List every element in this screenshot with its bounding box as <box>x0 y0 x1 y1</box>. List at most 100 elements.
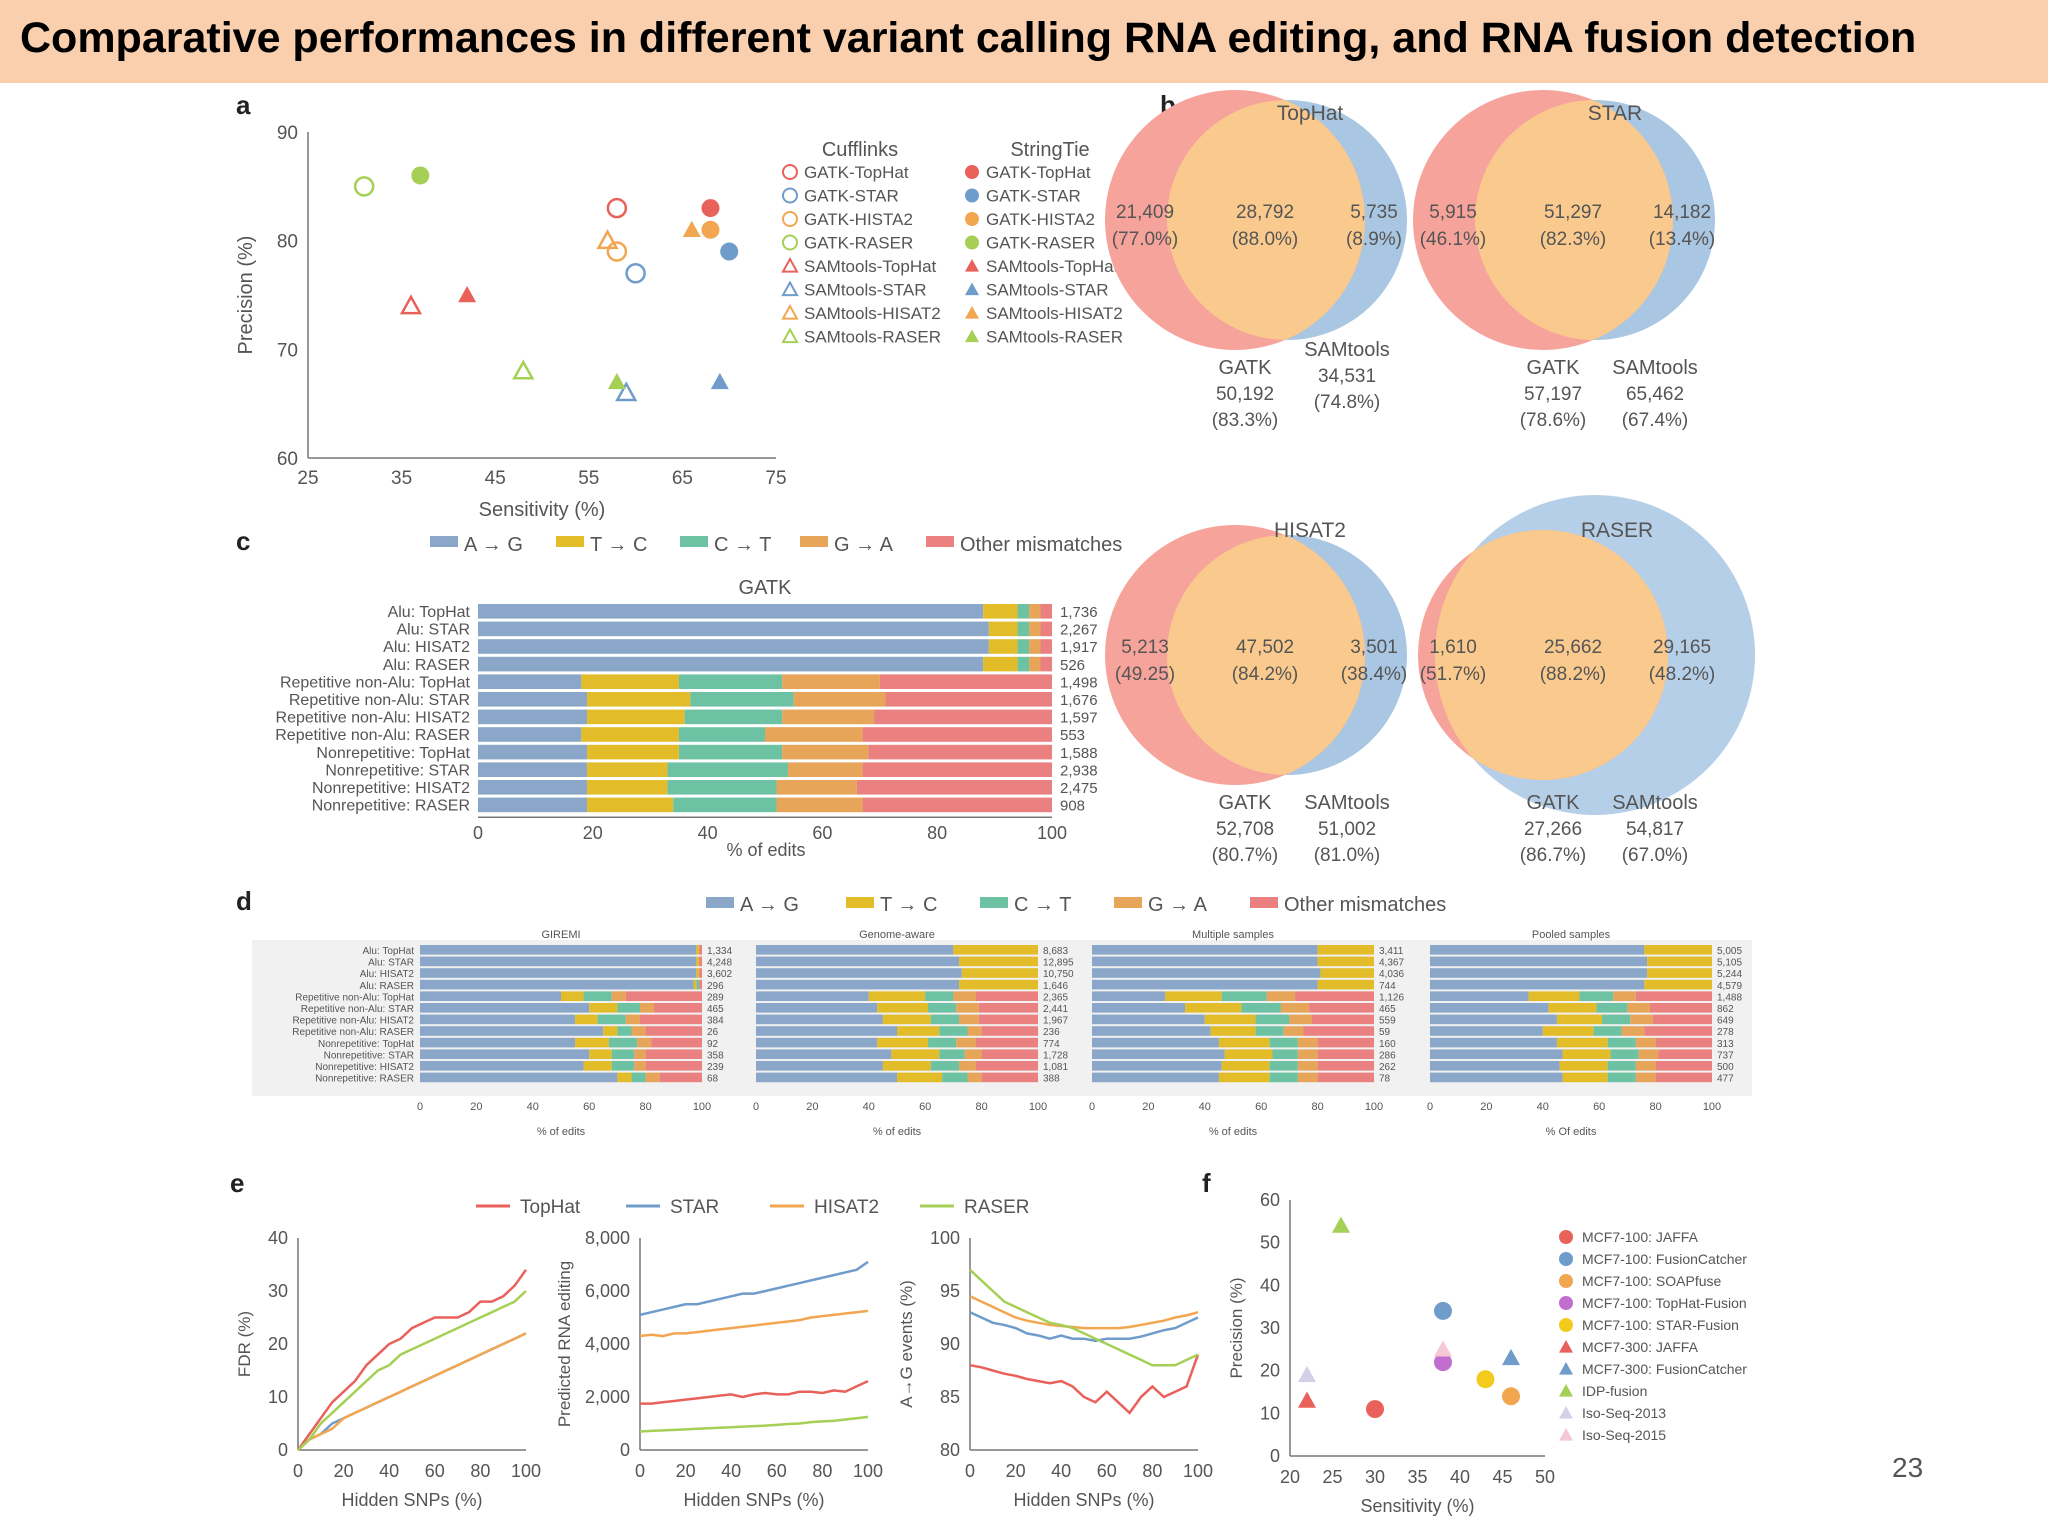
c-total-label: 2,938 <box>1060 762 1098 779</box>
d-bar-segment <box>583 991 612 1001</box>
f-x-tick-label: 30 <box>1365 1467 1385 1487</box>
venn-diagram: TopHat 21,409 (77.0%) 28,792 (88.0%) 5,735 (8.… <box>1105 90 1407 431</box>
c-legend-swatch <box>926 536 954 547</box>
f-point <box>1434 1353 1452 1372</box>
c-bar-segment <box>879 674 1052 689</box>
a-point <box>625 263 646 284</box>
d-bar-segment <box>1092 956 1318 967</box>
c-total-label: 2,475 <box>1060 780 1098 797</box>
f-legend-marker <box>1559 1362 1573 1375</box>
d-category-label: Nonrepetitive: STAR <box>324 1050 414 1061</box>
d-bar-segment <box>631 1072 646 1083</box>
d-bar-segment <box>420 979 694 990</box>
d-total-label: 4,579 <box>1717 981 1742 992</box>
venn-gatk-total-pct: (78.6%) <box>1520 410 1587 431</box>
c-total-label: 553 <box>1060 727 1085 744</box>
d-legend-swatch <box>706 897 734 908</box>
c-bar-segment <box>862 797 1052 813</box>
d-bar-segment <box>925 991 954 1001</box>
e-y-tick-label: 20 <box>268 1334 288 1354</box>
c-bar-segment <box>885 692 1052 707</box>
d-bar-segment <box>696 956 700 967</box>
venn-overlap-region <box>1435 530 1668 780</box>
d-bar-segment <box>1430 1037 1557 1048</box>
d-x-tick-label: 80 <box>639 1101 651 1113</box>
d-bar-segment <box>1559 1061 1608 1071</box>
d-bar-segment <box>583 1061 612 1071</box>
d-bar-segment <box>1092 1014 1205 1025</box>
c-bar-segment <box>678 674 783 689</box>
d-bar-segment <box>756 1026 897 1036</box>
d-bar-segment <box>631 1026 646 1036</box>
d-total-label: 12,895 <box>1043 958 1074 969</box>
d-x-tick-label: 60 <box>583 1101 595 1113</box>
d-bar-segment <box>953 945 1038 955</box>
d-bar-segment <box>975 1037 1038 1048</box>
c-bar-segment <box>587 709 685 725</box>
d-total-label: 388 <box>1043 1074 1060 1085</box>
a-legend-label: GATK-STAR <box>986 187 1081 206</box>
f-legend-marker <box>1559 1384 1573 1397</box>
e-x-tick-label: 100 <box>853 1461 883 1481</box>
e-y-tick-label: 0 <box>620 1440 630 1460</box>
d-bar-segment <box>1311 1014 1374 1025</box>
a-point <box>353 176 375 197</box>
venn-gatk-total: 52,708 <box>1216 819 1274 840</box>
c-bar-segment <box>478 762 588 777</box>
d-bar-segment <box>1317 945 1374 955</box>
venn-samtools-only-pct: (8.9%) <box>1346 229 1402 250</box>
e-x-tick-label: 0 <box>293 1461 303 1481</box>
d-total-label: 78 <box>1379 1074 1391 1085</box>
c-bar-segment <box>1029 656 1041 672</box>
d-total-label: 289 <box>707 992 724 1003</box>
c-category-label: Nonrepetitive: RASER <box>312 798 470 815</box>
d-total-label: 4,367 <box>1379 958 1404 969</box>
c-bar-segment <box>787 762 863 777</box>
f-legend-marker <box>1559 1340 1573 1353</box>
a-y-tick-label: 90 <box>277 123 298 144</box>
venn-gatk-only-pct: (77.0%) <box>1112 229 1179 250</box>
c-legend-swatch <box>800 536 828 547</box>
c-bar-segment <box>1029 621 1041 637</box>
d-bar-segment <box>1092 991 1166 1001</box>
d-bar-segment <box>561 991 584 1001</box>
a-legend-label: GATK-HISTA2 <box>986 210 1095 229</box>
a-point <box>606 241 628 262</box>
f-y-tick-label: 30 <box>1260 1318 1280 1338</box>
c-bar-segment <box>1029 604 1041 619</box>
a-x-tick-label: 45 <box>485 468 506 489</box>
c-bar-segment <box>1040 639 1052 654</box>
d-bar-segment <box>1638 1049 1659 1059</box>
venn-gatk-only-pct: (46.1%) <box>1420 229 1487 250</box>
d-bar-segment <box>1092 1061 1222 1071</box>
panel-label-d: d <box>236 886 252 916</box>
d-legend-swatch <box>1114 897 1142 908</box>
e-series-line <box>296 1269 528 1451</box>
venn-samtools-total-pct: (67.0%) <box>1622 845 1689 866</box>
c-category-label: Alu: TopHat <box>388 604 471 621</box>
e-x-tick-label: 20 <box>1006 1461 1026 1481</box>
d-bar-segment <box>975 1061 1038 1071</box>
d-bar-segment <box>1607 1037 1636 1048</box>
a-legend-marker <box>965 259 979 272</box>
d-category-label: Repetitive non-Alu: RASER <box>292 1027 414 1038</box>
c-bar-segment <box>478 744 588 760</box>
c-legend-swatch <box>680 536 708 547</box>
venn-overlap-value: 51,297 <box>1544 202 1602 223</box>
d-bar-segment <box>1224 1049 1273 1059</box>
c-category-label: Alu: HISAT2 <box>383 639 470 656</box>
e-legend-label: TopHat <box>520 1197 581 1218</box>
d-bar-segment <box>1092 1037 1219 1048</box>
a-legend-marker <box>965 165 979 179</box>
d-bar-segment <box>645 1049 702 1059</box>
d-x-axis-label: % of edits <box>873 1126 922 1138</box>
venn-diagram: RASER 1,610 (51.7%) 25,662 (88.2%) 29,165 (48.… <box>1418 495 1755 866</box>
f-point <box>1332 1216 1350 1233</box>
c-category-label: Repetitive non-Alu: TopHat <box>280 674 471 691</box>
c-x-tick-label: 100 <box>1037 823 1067 843</box>
e-x-tick-label: 80 <box>812 1461 832 1481</box>
d-x-tick-label: 20 <box>1142 1101 1154 1113</box>
d-total-label: 2,441 <box>1043 1004 1068 1015</box>
venn-gatk-label: GATK <box>1219 357 1273 379</box>
